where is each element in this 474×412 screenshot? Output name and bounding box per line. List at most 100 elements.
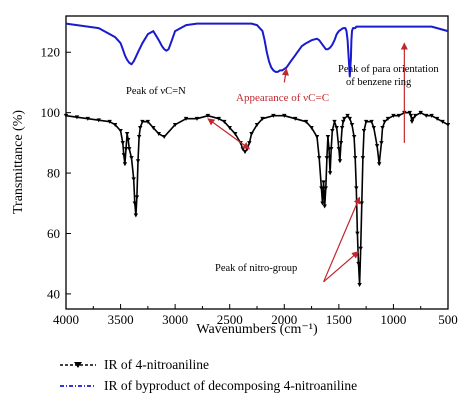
series-point-marker	[322, 204, 327, 209]
series-point-marker	[334, 125, 339, 130]
series-point-marker	[342, 116, 347, 121]
series-point-marker	[194, 116, 200, 121]
series-point-marker	[120, 141, 125, 146]
series-point-marker	[353, 156, 358, 161]
series-point-marker	[409, 119, 415, 124]
annotation-para-orientation-line1: Peak of para orientation	[338, 64, 439, 75]
series-point-marker	[135, 159, 141, 164]
series-point-marker	[341, 119, 346, 124]
legend-item-4-nitroaniline: IR of 4-nitroaniline	[58, 356, 468, 374]
arrow-cc	[281, 68, 289, 83]
series-point-marker	[151, 125, 156, 130]
series-point-marker	[96, 118, 101, 123]
x-tick-label: 2500	[217, 312, 243, 327]
x-tick-label: 4000	[53, 312, 79, 327]
series-point-marker	[183, 116, 189, 121]
series-point-marker	[434, 116, 440, 121]
x-tick-label: 500	[438, 312, 458, 327]
series-point-marker	[336, 147, 342, 152]
y-axis-label: Transmittance (%)	[11, 110, 26, 214]
series-point-marker	[363, 119, 369, 124]
series-point-marker	[385, 116, 391, 121]
series-point-marker	[121, 153, 127, 158]
series-point-marker	[327, 171, 333, 176]
series-point-marker	[247, 141, 252, 146]
series-point-marker	[347, 116, 352, 121]
series-point-marker	[136, 135, 142, 140]
series-point-marker	[380, 125, 385, 130]
series-point-marker	[345, 113, 350, 118]
series-point-marker	[325, 135, 331, 140]
series-point-marker	[314, 135, 320, 140]
y-tick-label: 120	[41, 45, 61, 60]
x-tick-label: 3000	[162, 312, 188, 327]
series-point-marker	[382, 119, 387, 124]
series-point-marker	[254, 122, 260, 127]
series-point-marker	[407, 110, 412, 115]
legend-item-byproduct: IR of byproduct of decomposing 4-nitroan…	[58, 377, 468, 395]
series-point-marker	[374, 144, 380, 149]
series-point-marker	[118, 128, 123, 133]
series-point-marker	[303, 119, 309, 124]
legend-swatch-blue-line	[58, 377, 98, 395]
series-point-marker	[133, 213, 139, 218]
series-point-marker	[162, 135, 167, 140]
series-point-marker	[172, 122, 178, 127]
series-point-marker	[339, 125, 345, 130]
series-point-marker	[126, 138, 131, 143]
x-tick-label: 2000	[271, 312, 297, 327]
series-point-marker	[242, 150, 248, 155]
series-point-marker	[132, 201, 137, 206]
series-point-marker	[260, 116, 265, 121]
series-point-marker	[131, 177, 136, 182]
series-point-marker	[138, 125, 143, 130]
legend-label-byproduct: IR of byproduct of decomposing 4-nitroan…	[104, 378, 358, 393]
x-axis-label: Wavenumbers (cm⁻¹)	[196, 322, 318, 337]
series-point-marker	[63, 113, 69, 118]
x-tick-label: 1500	[326, 312, 352, 327]
y-tick-label: 60	[47, 226, 60, 241]
series-point-marker	[354, 186, 359, 191]
series-point-marker	[355, 231, 360, 236]
series-point-marker	[356, 261, 361, 266]
series-point-marker	[282, 113, 287, 118]
series-point-marker	[349, 122, 355, 127]
series-point-marker	[74, 115, 80, 120]
series-point-marker	[379, 141, 384, 146]
series-point-marker	[337, 159, 343, 164]
series-point-marker	[124, 132, 130, 137]
series-point-marker	[107, 119, 112, 124]
legend-swatch-black-line	[58, 356, 98, 374]
series-point-marker	[323, 186, 328, 191]
series-point-marker	[317, 156, 322, 161]
series-point-marker	[249, 132, 254, 137]
series-point-marker	[359, 201, 364, 206]
series-point-marker	[423, 113, 429, 118]
x-tick-label: 1000	[380, 312, 406, 327]
series-point-marker	[410, 116, 416, 121]
series-point-marker	[319, 186, 324, 191]
y-tick-label: 40	[47, 286, 60, 301]
series-line-0	[65, 111, 449, 286]
series-point-marker	[112, 122, 118, 127]
series-point-marker	[156, 132, 161, 137]
arrow-nitro-2	[323, 251, 360, 283]
series-point-marker	[332, 119, 337, 124]
y-tick-label: 80	[47, 166, 60, 181]
series-point-marker	[357, 283, 362, 288]
series-line-1	[65, 22, 449, 78]
series-point-marker	[85, 116, 91, 121]
series-point-marker	[369, 119, 374, 124]
series-point-marker	[396, 113, 402, 118]
series-point-marker	[440, 119, 445, 124]
series-point-marker	[140, 119, 145, 124]
series-point-marker	[309, 125, 314, 130]
series-point-marker	[391, 113, 396, 118]
series-point-marker	[445, 122, 451, 127]
series-point-marker	[127, 147, 132, 152]
annotation-para-orientation-line2: of benzene ring	[346, 77, 412, 88]
series-point-marker	[145, 119, 151, 124]
series-point-marker	[320, 201, 325, 206]
series-point-marker	[351, 135, 357, 140]
